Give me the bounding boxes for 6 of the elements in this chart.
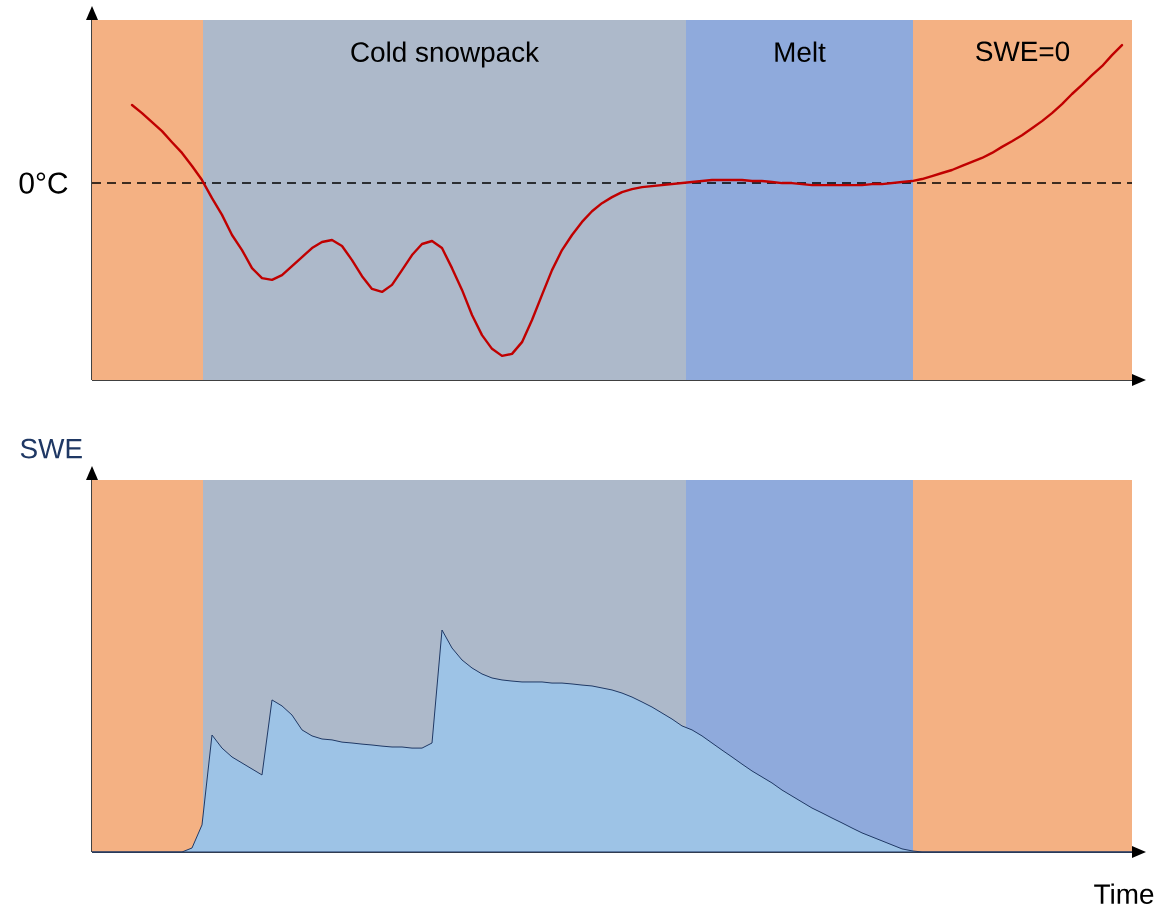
annotation: Cold snowpack <box>351 41 540 68</box>
annotation: SWE=0 <box>976 41 1070 62</box>
x-axis-title: Time <box>1094 883 1154 904</box>
y-axis-title: SWE <box>20 438 82 459</box>
annotation: Melt <box>775 41 826 62</box>
ref-line-label: 0°C <box>19 172 68 194</box>
